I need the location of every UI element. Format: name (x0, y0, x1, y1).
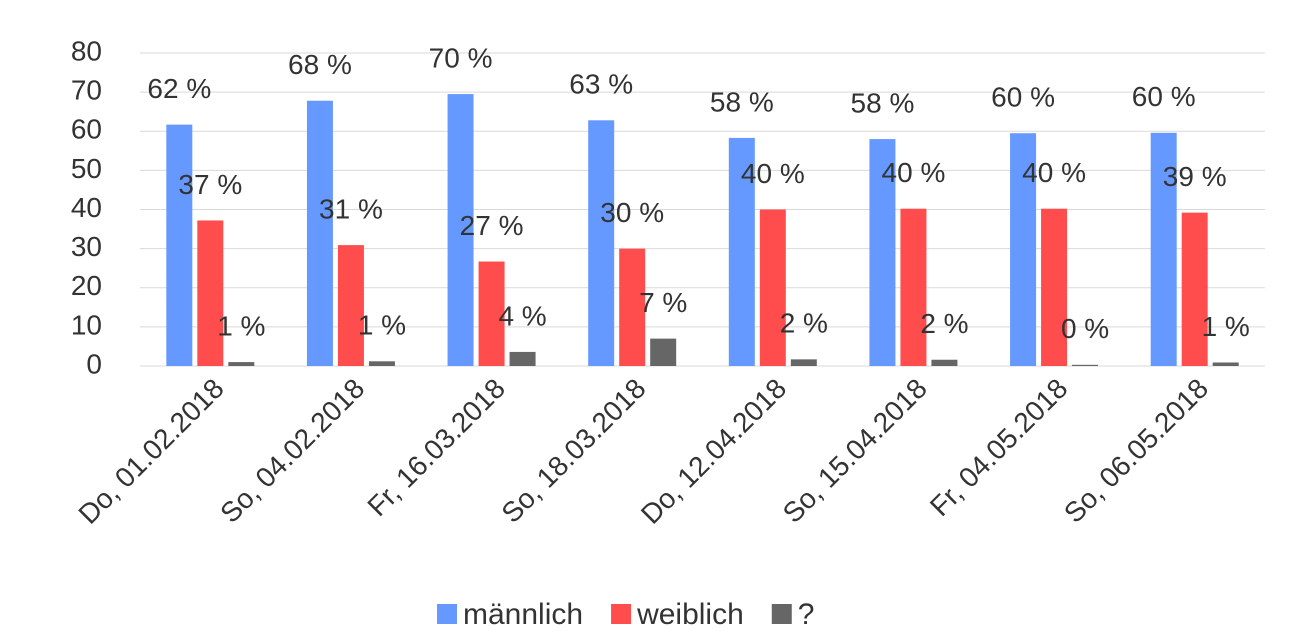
data-label: 1 % (1202, 311, 1250, 342)
bar (306, 100, 333, 367)
y-tick-label: 10 (71, 309, 102, 340)
bar (1041, 208, 1068, 366)
x-tick-label: Do, 01.02.2018 (72, 373, 229, 530)
data-label: 40 % (741, 158, 805, 189)
data-label: 30 % (600, 197, 664, 228)
legend-swatch (611, 604, 632, 624)
y-tick-label: 40 (71, 192, 102, 223)
bar (650, 338, 677, 366)
bar (619, 248, 646, 366)
x-tick-label: So, 06.05.2018 (1058, 373, 1214, 529)
bar (759, 209, 786, 366)
data-label: 60 % (1132, 81, 1196, 112)
data-label: 2 % (920, 308, 968, 339)
data-label: 70 % (429, 42, 493, 73)
data-label: 37 % (178, 169, 242, 200)
legend-swatch (437, 604, 457, 624)
bar (337, 245, 364, 366)
legend-label: ? (798, 598, 815, 631)
data-label: 1 % (358, 310, 406, 341)
y-tick-label: 60 (71, 114, 102, 145)
data-label: 0 % (1061, 313, 1109, 344)
bar (900, 208, 927, 366)
x-tick-label: Fr, 16.03.2018 (361, 373, 511, 523)
x-tick-label: Do, 12.04.2018 (635, 373, 792, 530)
bar (728, 137, 755, 366)
bar (1072, 364, 1099, 366)
data-label: 58 % (710, 86, 774, 117)
data-label: 39 % (1163, 161, 1227, 192)
data-label: 40 % (1022, 157, 1086, 188)
y-tick-label: 70 (71, 75, 102, 106)
data-label: 2 % (780, 308, 828, 339)
bar (1212, 362, 1239, 366)
y-tick-label: 0 (86, 348, 102, 379)
bar (790, 359, 817, 366)
bar (166, 124, 193, 366)
data-label: 62 % (147, 73, 211, 104)
legend-swatch (771, 604, 792, 624)
legend-label: weiblich (636, 598, 744, 631)
bar (368, 361, 395, 366)
legend-label: männlich (463, 598, 583, 631)
bar (509, 351, 536, 366)
bar (228, 362, 255, 366)
bar (1150, 132, 1177, 366)
bar (1181, 212, 1208, 366)
x-tick-label: So, 04.02.2018 (214, 373, 370, 529)
x-tick-label: So, 18.03.2018 (495, 373, 651, 529)
data-label: 40 % (882, 157, 946, 188)
x-tick-label: Fr, 04.05.2018 (924, 373, 1074, 523)
y-tick-label: 80 (71, 35, 102, 66)
data-label: 68 % (288, 49, 352, 80)
data-label: 31 % (319, 193, 383, 224)
bar (447, 94, 474, 367)
data-label: 27 % (460, 210, 524, 241)
data-label: 1 % (217, 310, 265, 341)
y-tick-label: 20 (71, 270, 102, 301)
data-label: 7 % (639, 287, 687, 318)
data-label: 60 % (991, 82, 1055, 113)
data-label: 4 % (498, 300, 546, 331)
y-tick-label: 50 (71, 153, 102, 184)
data-label: 63 % (569, 69, 633, 100)
bar (588, 120, 615, 366)
bar (869, 139, 896, 366)
bar (197, 220, 224, 366)
y-tick-label: 30 (71, 231, 102, 262)
data-label: 58 % (851, 87, 915, 118)
bar (931, 359, 958, 366)
x-tick-label: So, 15.04.2018 (777, 373, 933, 529)
bar (478, 261, 505, 366)
bar (1010, 133, 1037, 366)
